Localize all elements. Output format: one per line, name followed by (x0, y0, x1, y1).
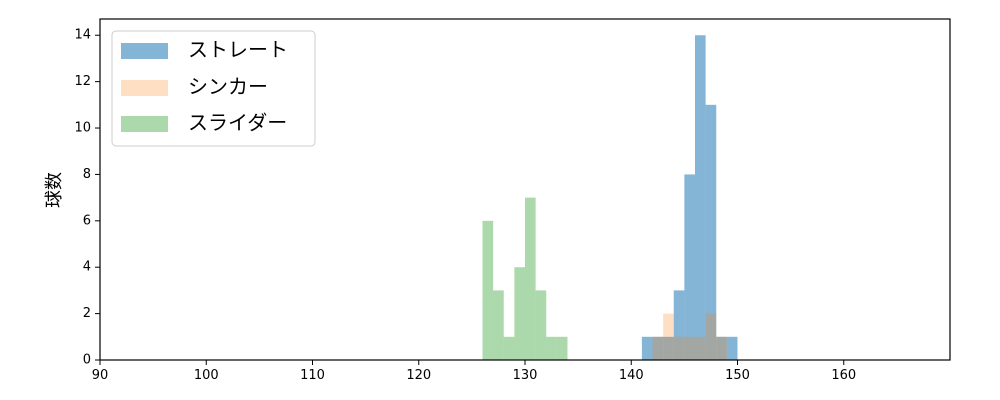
legend-box (111, 30, 316, 147)
bar-slider-127 (493, 290, 504, 360)
x-tick-label: 100 (194, 368, 219, 383)
bar-slider-133 (556, 336, 568, 360)
bar-slider-132 (546, 336, 557, 360)
y-axis-label: 球数 (44, 172, 65, 208)
bar-sinker-148 (716, 336, 727, 360)
x-tick-label: 140 (619, 368, 644, 383)
legend-swatch-sinker (121, 80, 168, 96)
legend-swatch-straight (121, 43, 168, 59)
bar-straight-145 (684, 174, 695, 360)
x-axis: 90 100 110 120 130 140 150 160 (92, 360, 856, 383)
legend-label-straight: ストレート (188, 38, 288, 62)
y-tick-label: 2 (83, 306, 91, 321)
bar-sinker-147 (705, 313, 717, 360)
bars-layer (482, 35, 738, 361)
bar-sinker-146 (695, 336, 706, 360)
legend-swatch-slider (121, 116, 168, 132)
x-tick-label: 120 (406, 368, 431, 383)
bar-slider-130 (525, 197, 536, 360)
bar-slider-131 (535, 290, 547, 360)
bar-straight-147 (705, 104, 717, 361)
y-tick-label: 0 (83, 353, 91, 368)
legend-label-slider: スライダー (188, 111, 287, 135)
x-tick-label: 130 (513, 368, 538, 383)
x-tick-label: 160 (831, 368, 856, 383)
bar-straight-148 (716, 336, 727, 360)
bar-slider-129 (514, 267, 525, 360)
legend: ストレート シンカー スライダー (111, 30, 316, 147)
bar-sinker-142 (652, 336, 664, 360)
y-tick-label: 4 (83, 260, 91, 275)
bar-straight-141 (641, 336, 653, 360)
bar-straight-144 (673, 290, 685, 360)
bar-slider-128 (503, 336, 515, 360)
y-tick-label: 10 (74, 121, 91, 136)
x-tick-label: 150 (725, 368, 750, 383)
x-tick-label: 90 (92, 368, 109, 383)
x-tick-label: 110 (300, 368, 325, 383)
y-axis: 0 2 4 6 8 10 12 14 (74, 28, 100, 368)
legend-label-sinker: シンカー (188, 75, 268, 99)
y-tick-label: 8 (83, 167, 91, 182)
bar-straight-143 (663, 336, 674, 360)
bar-slider-126 (482, 220, 494, 360)
bar-sinker-145 (684, 336, 695, 360)
y-tick-label: 12 (74, 74, 91, 89)
bar-straight-142 (652, 336, 664, 360)
bar-sinker-143 (663, 313, 674, 360)
y-tick-label: 6 (83, 213, 91, 228)
bar-straight-146 (695, 35, 706, 360)
y-tick-label: 14 (74, 28, 91, 43)
bar-straight-149 (726, 336, 738, 360)
bar-sinker-144 (673, 336, 685, 360)
